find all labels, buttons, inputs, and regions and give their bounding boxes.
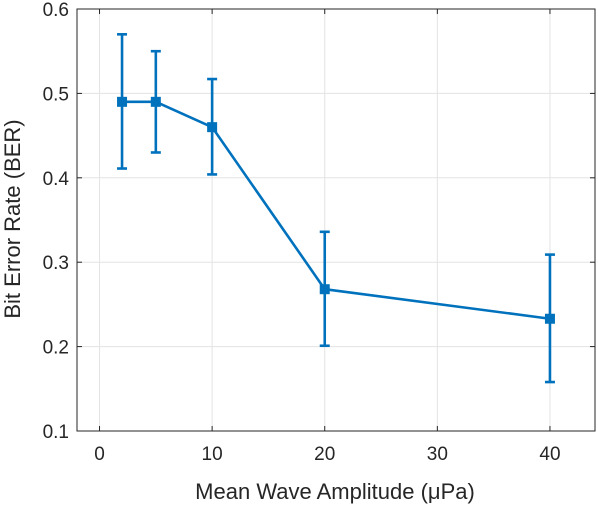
data-point-marker xyxy=(319,284,330,295)
y-axis-label: Bit Error Rate (BER) xyxy=(0,119,25,318)
x-tick-label: 20 xyxy=(314,444,335,465)
axes-frame xyxy=(76,8,596,432)
data-point-marker xyxy=(544,313,555,324)
y-tick-label: 0.4 xyxy=(43,169,70,190)
x-axis-label: Mean Wave Amplitude (μPa) xyxy=(195,479,475,504)
data-point-marker xyxy=(117,96,128,107)
series-line xyxy=(122,100,551,321)
series xyxy=(117,33,555,384)
x-tick-label: 0 xyxy=(94,444,105,465)
x-tick-label: 40 xyxy=(539,444,560,465)
data-point-marker xyxy=(150,96,161,107)
x-tick-label: 30 xyxy=(427,444,448,465)
y-tick-label: 0.5 xyxy=(43,84,69,105)
x-tick-label: 10 xyxy=(202,444,223,465)
y-tick-label: 0.1 xyxy=(43,422,69,443)
y-tick-label: 0.6 xyxy=(43,0,69,21)
plot-border xyxy=(76,8,596,432)
y-tick-label: 0.3 xyxy=(43,253,69,274)
y-tick-label: 0.2 xyxy=(43,338,69,359)
ticks: 0 10 20 30 40 0.1 0.2 0.3 0.4 0.5 0.6 xyxy=(43,0,595,465)
data-point-marker xyxy=(207,122,218,133)
